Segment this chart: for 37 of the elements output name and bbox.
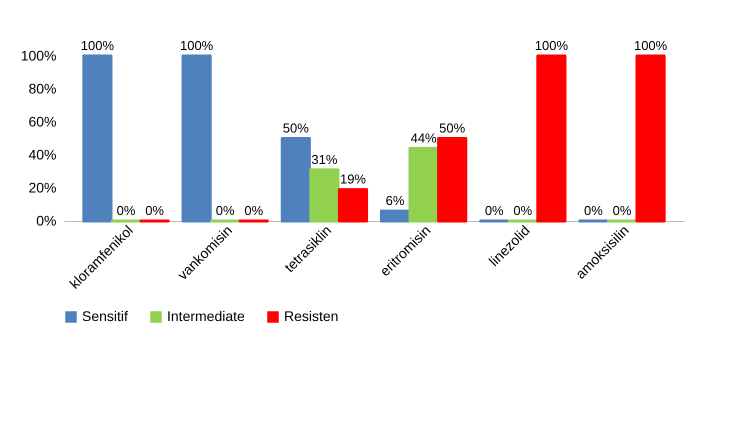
y-tick-label: 80%	[28, 80, 56, 96]
data-label: 19%	[340, 172, 366, 187]
y-tick-label: 40%	[28, 146, 56, 162]
data-label: 44%	[410, 130, 438, 146]
data-label: 50%	[439, 120, 466, 136]
data-label: 0%	[145, 203, 164, 218]
data-label: 100%	[534, 38, 568, 53]
data-label: 0%	[584, 203, 604, 218]
bar	[280, 137, 311, 222]
y-tick-label: 20%	[28, 180, 56, 196]
data-label: 100%	[80, 38, 114, 53]
y-tick-label: 60%	[28, 114, 56, 130]
data-label: 100%	[180, 38, 214, 53]
data-label: 0%	[116, 203, 136, 218]
data-label: 50%	[282, 120, 310, 136]
y-tick-label: 0%	[36, 212, 56, 228]
data-label: 0%	[244, 203, 264, 218]
bar	[437, 137, 468, 222]
bar	[338, 188, 368, 222]
y-tick-label: 100%	[20, 48, 56, 64]
data-label: 6%	[386, 193, 405, 208]
bar	[380, 210, 410, 222]
legend-label: Sensitif	[82, 308, 128, 324]
legend-label: Resisten	[284, 308, 338, 324]
bar	[536, 54, 566, 222]
bar	[636, 54, 666, 222]
data-label: 100%	[634, 38, 668, 53]
bar	[408, 146, 439, 222]
bar	[309, 168, 340, 222]
bar	[182, 54, 212, 222]
data-label: 0%	[216, 203, 236, 218]
data-label: 0%	[513, 203, 533, 218]
data-label: 31%	[311, 152, 338, 167]
data-label: 0%	[484, 203, 504, 218]
bar	[82, 54, 112, 222]
data-label: 0%	[612, 203, 632, 218]
legend-label: Intermediate	[167, 308, 246, 324]
